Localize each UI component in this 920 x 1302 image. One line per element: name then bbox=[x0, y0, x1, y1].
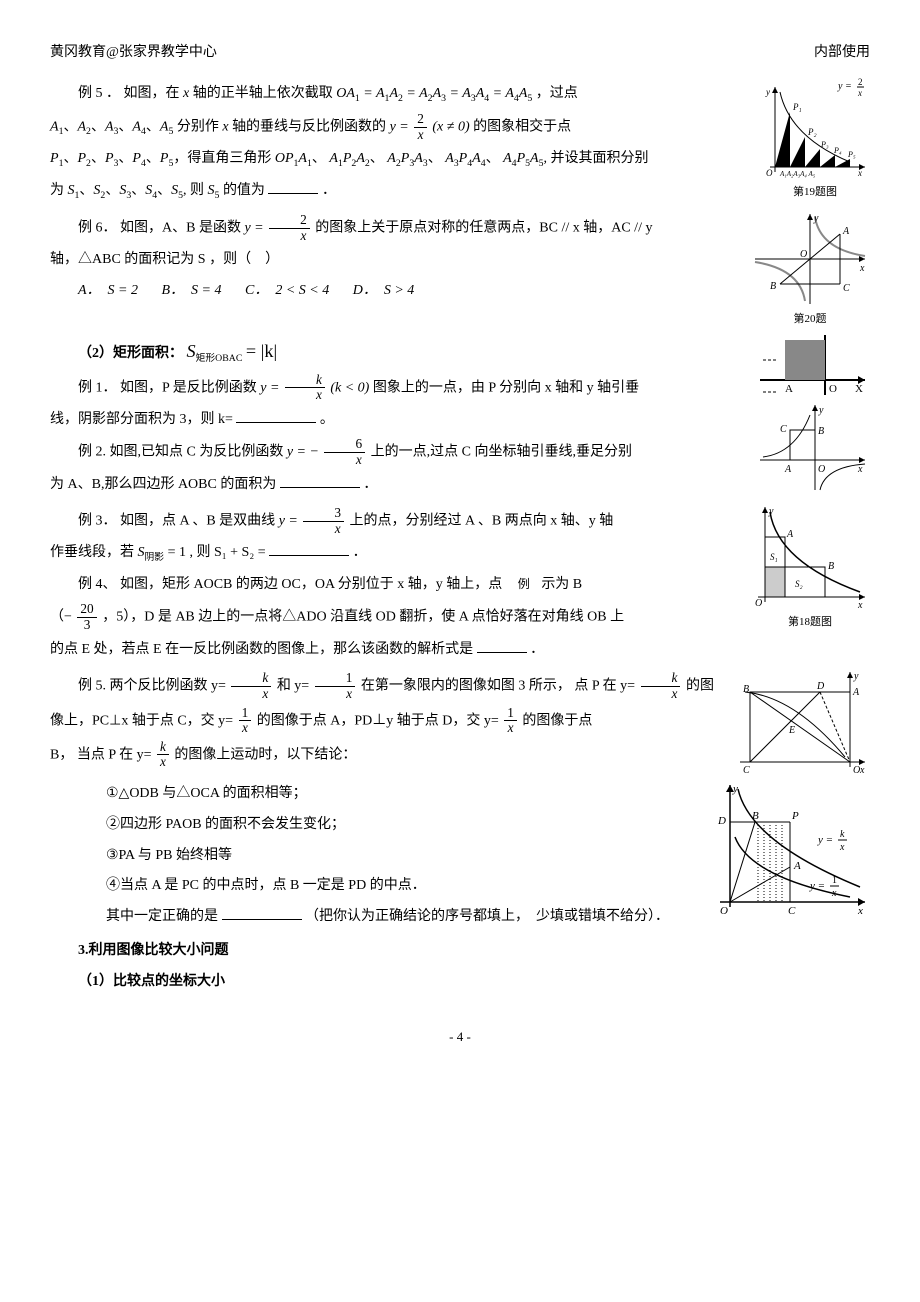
svg-text:P₃: P₃ bbox=[820, 140, 829, 149]
svg-text:O: O bbox=[766, 168, 773, 178]
svg-text:A: A bbox=[784, 464, 792, 475]
fig20-caption: 第20题 bbox=[750, 309, 870, 330]
svg-text:y: y bbox=[853, 671, 859, 682]
svg-text:y: y bbox=[765, 87, 770, 97]
blank-correct bbox=[222, 905, 302, 920]
conclusion-4: ④当点 A 是 PC 的中点时，点 B 一定是 PD 的中点． bbox=[50, 873, 700, 900]
blank-analytic bbox=[477, 638, 527, 653]
conclusion-3: ③PA 与 PB 始终相等 bbox=[50, 843, 700, 870]
page-number: - 4 - bbox=[50, 1025, 870, 1050]
svg-text:B: B bbox=[818, 426, 824, 437]
svg-text:O: O bbox=[800, 249, 807, 260]
svg-text:x: x bbox=[839, 842, 845, 853]
sec2-title: （2）矩形面积： S矩形OBAC = |k| bbox=[50, 334, 745, 369]
svg-text:B: B bbox=[770, 281, 776, 292]
svg-text:A: A bbox=[852, 687, 860, 698]
r-ex3-label: 例 3． bbox=[78, 514, 117, 529]
svg-text:A₁A₂A₃A₄ A₅: A₁A₂A₃A₄ A₅ bbox=[779, 170, 816, 178]
fig19-caption: 第19题图 bbox=[760, 182, 870, 203]
example-5-row: 例 5 ． 如图，在 x 轴的正半轴上依次截取 OA1 = A1A2 = A2A… bbox=[50, 77, 870, 209]
svg-text:D: D bbox=[816, 681, 825, 692]
ex6-label: 例 6． bbox=[78, 220, 117, 235]
svg-text:B: B bbox=[752, 810, 759, 822]
svg-text:x: x bbox=[857, 600, 863, 611]
svg-text:y =: y = bbox=[817, 834, 833, 846]
svg-text:x: x bbox=[857, 905, 863, 917]
sec3-title: 3.利用图像比较大小问题 bbox=[50, 938, 870, 965]
ex6-options: A． S = 2 B． S = 4 C． 2 < S < 4 D． S > 4 bbox=[50, 278, 740, 305]
conclusion-1: ①△ODB 与△OCA 的面积相等； bbox=[50, 781, 700, 808]
svg-text:x: x bbox=[857, 168, 862, 178]
svg-text:1: 1 bbox=[832, 875, 837, 886]
ex3-4-row: 例 3． 如图，点 A 、B 是双曲线 y = 3x 上的点，分别经过 A 、B… bbox=[50, 502, 870, 667]
svg-text:A: A bbox=[793, 860, 801, 872]
svg-text:P₁: P₁ bbox=[792, 102, 802, 112]
svg-text:C: C bbox=[843, 283, 850, 294]
svg-text:y =: y = bbox=[809, 880, 825, 892]
svg-text:y =: y = bbox=[837, 81, 852, 92]
svg-text:P: P bbox=[791, 810, 799, 822]
svg-text:A: A bbox=[785, 383, 793, 395]
blank-s1s2 bbox=[269, 541, 349, 556]
svg-text:A: A bbox=[786, 529, 794, 540]
blank-s5 bbox=[268, 179, 318, 194]
example-6-row: 例 6． 如图，A、B 是函数 y = 2x 的图象上关于原点对称的任意两点，B… bbox=[50, 209, 870, 330]
svg-text:P₂: P₂ bbox=[807, 127, 817, 137]
svg-text:E: E bbox=[788, 725, 795, 736]
svg-text:x: x bbox=[857, 88, 862, 98]
svg-text:D: D bbox=[717, 815, 726, 827]
svg-text:O: O bbox=[755, 598, 762, 609]
svg-text:O: O bbox=[720, 905, 728, 917]
header-left: 黄冈教育@张家界教学中心 bbox=[50, 40, 217, 67]
svg-text:y: y bbox=[768, 506, 774, 517]
ex5r-row: 例 5. 两个反比例函数 y= kx 和 y= 1x 在第一象限内的图像如图 3… bbox=[50, 667, 870, 777]
r-ex2-label: 例 2. bbox=[78, 445, 106, 460]
figure-18: A B S₁ S₂ O y x 第18题图 bbox=[750, 502, 870, 633]
svg-text:S₂: S₂ bbox=[795, 579, 803, 589]
svg-text:k: k bbox=[840, 829, 845, 840]
blank-area bbox=[280, 473, 360, 488]
svg-text:y: y bbox=[818, 405, 824, 416]
svg-text:S₁: S₁ bbox=[770, 552, 778, 562]
rect-section-row: （2）矩形面积： S矩形OBAC = |k| 例 1． 如图，P 是反比例函数 … bbox=[50, 330, 870, 502]
ex5-label: 例 5 ． bbox=[78, 86, 120, 101]
svg-text:C: C bbox=[788, 905, 796, 917]
svg-text:y: y bbox=[732, 783, 738, 795]
example-6-text: 例 6． 如图，A、B 是函数 y = 2x 的图象上关于原点对称的任意两点，B… bbox=[50, 209, 740, 308]
svg-text:A: A bbox=[842, 226, 850, 237]
figures-rect: A O X C B A O y x bbox=[755, 330, 870, 495]
svg-text:B: B bbox=[828, 561, 834, 572]
svg-text:x: x bbox=[859, 263, 865, 274]
svg-text:P₄: P₄ bbox=[833, 146, 842, 155]
svg-text:O: O bbox=[829, 383, 837, 395]
svg-text:X: X bbox=[855, 383, 863, 395]
svg-text:x: x bbox=[831, 888, 837, 899]
svg-text:x: x bbox=[857, 464, 863, 475]
fig18-caption: 第18题图 bbox=[750, 612, 870, 633]
svg-text:x: x bbox=[859, 765, 865, 776]
svg-text:C: C bbox=[743, 765, 750, 776]
svg-text:O: O bbox=[818, 464, 825, 475]
conclusion-2: ②四边形 PAOB 的面积不会发生变化； bbox=[50, 812, 700, 839]
svg-text:C: C bbox=[780, 424, 787, 435]
header-right: 内部使用 bbox=[814, 40, 870, 67]
page-header: 黄冈教育@张家界教学中心 内部使用 bbox=[50, 40, 870, 67]
svg-text:2: 2 bbox=[858, 77, 863, 87]
r-ex5-label: 例 5. bbox=[78, 679, 106, 694]
svg-text:P₅: P₅ bbox=[847, 150, 856, 159]
conclusions-row: ①△ODB 与△OCA 的面积相等； ②四边形 PAOB 的面积不会发生变化； … bbox=[50, 777, 870, 934]
svg-text:B: B bbox=[743, 684, 749, 695]
figure-19: y = 2 x P₁ P₂ P₃ P₄ P₅ y O A₁A₂A₃A₄ A₅ x… bbox=[760, 77, 870, 203]
figure-ex5-bottom: D B P A C O y x y = k x y = 1 x bbox=[710, 777, 870, 917]
example-5-text: 例 5 ． 如图，在 x 轴的正半轴上依次截取 OA1 = A1A2 = A2A… bbox=[50, 77, 750, 209]
svg-text:y: y bbox=[813, 213, 819, 224]
r-ex4-label: 例 4、 bbox=[78, 577, 117, 592]
figure-20: A B C O y x 第20题 bbox=[750, 209, 870, 330]
r-ex1-label: 例 1． bbox=[78, 380, 117, 395]
blank-k bbox=[236, 408, 316, 423]
sec3-sub: （1）比较点的坐标大小 bbox=[50, 969, 870, 996]
figure-ex5-top: B D A E C O y x bbox=[735, 667, 870, 777]
